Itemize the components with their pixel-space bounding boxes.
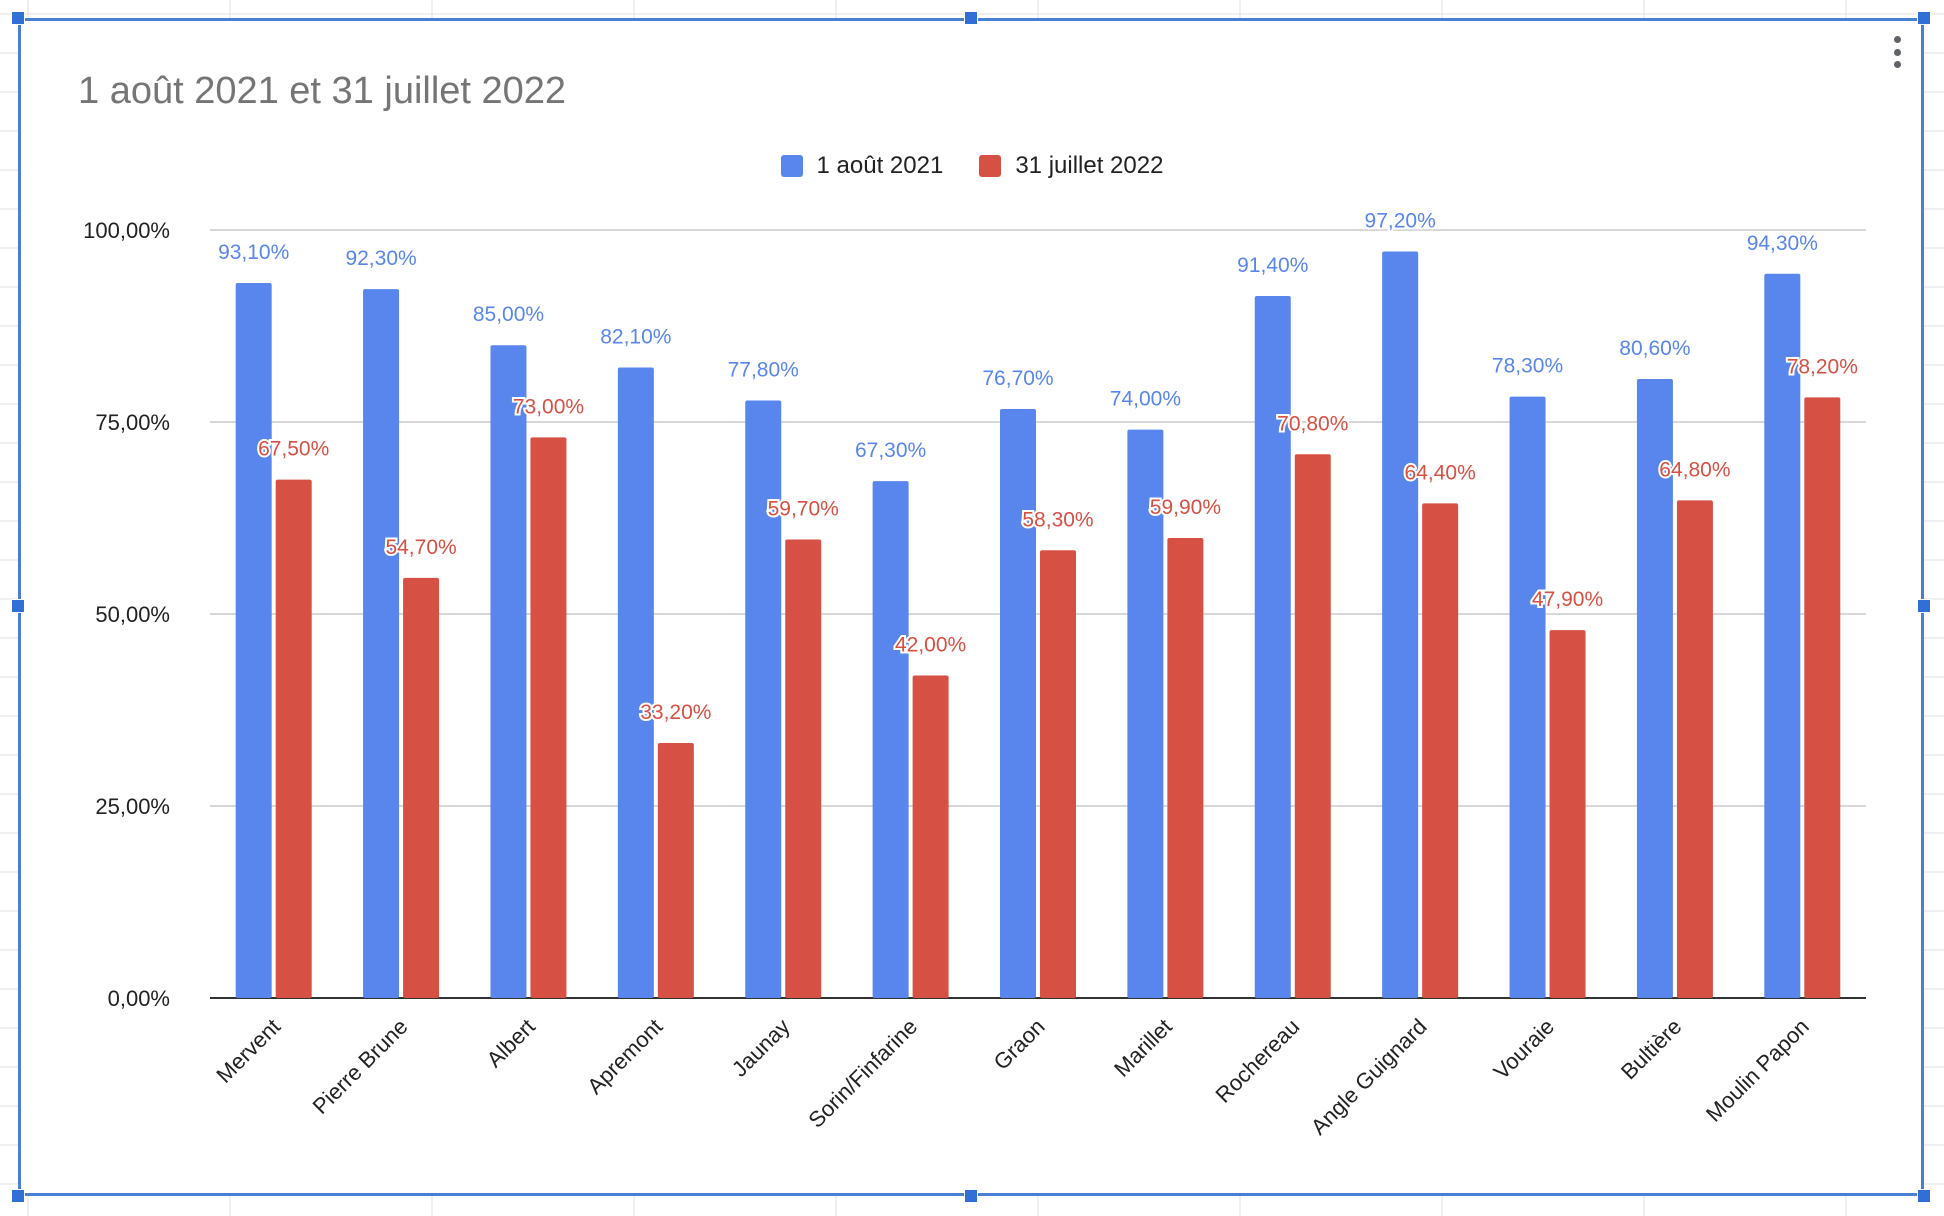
resize-handle-middle-right[interactable]: [1917, 599, 1931, 613]
bar-series-2[interactable]: [530, 437, 567, 998]
legend-item-series-2[interactable]: 31 juillet 2022: [979, 152, 1163, 180]
x-tick-label: Jaunay: [727, 1014, 795, 1082]
y-tick-label: 0,00%: [108, 986, 170, 1011]
data-label-series-2: 58,30%: [1022, 508, 1093, 531]
bar-series-2[interactable]: [1549, 630, 1586, 998]
y-tick-label: 100,00%: [83, 218, 170, 243]
menu-dot: [1893, 36, 1901, 43]
data-label-series-1: 74,00%: [1110, 388, 1181, 411]
data-label-series-1: 92,30%: [345, 247, 416, 270]
resize-handle-top-left[interactable]: [11, 11, 25, 25]
x-tick-label: Mervent: [211, 1014, 285, 1088]
bar-series-1[interactable]: [1509, 396, 1546, 998]
legend-item-series-1[interactable]: 1 août 2021: [780, 152, 944, 180]
bar-series-2[interactable]: [912, 675, 949, 998]
data-label-series-2: 33,20%: [640, 701, 711, 724]
menu-dot: [1893, 48, 1901, 56]
x-tick-label: Vouraie: [1489, 1014, 1559, 1084]
x-tick-label: Moulin Papon: [1701, 1014, 1814, 1127]
data-label-series-2: 59,70%: [768, 498, 839, 521]
data-label-series-2: 73,00%: [513, 395, 584, 418]
data-label-series-2: 64,80%: [1659, 458, 1730, 481]
y-tick-label: 50,00%: [95, 602, 170, 627]
x-tick-label: Graon: [989, 1014, 1050, 1075]
bar-series-2[interactable]: [1167, 537, 1204, 998]
data-label-series-2: 64,40%: [1405, 461, 1476, 484]
more-vert-icon[interactable]: [1882, 32, 1912, 72]
bar-series-1[interactable]: [235, 282, 272, 998]
bar-series-1[interactable]: [1127, 429, 1164, 998]
resize-handle-top-right[interactable]: [1917, 11, 1931, 25]
legend-label-series-2: 31 juillet 2022: [1015, 152, 1164, 179]
data-label-series-1: 80,60%: [1619, 337, 1690, 360]
data-label-series-2: 42,00%: [895, 633, 966, 656]
data-label-series-2: 59,90%: [1150, 496, 1221, 519]
bar-series-2[interactable]: [1040, 550, 1076, 998]
x-tick-label: Marillet: [1109, 1014, 1177, 1082]
y-tick-label: 75,00%: [95, 410, 170, 435]
x-tick-label: Angle Guignard: [1306, 1014, 1432, 1140]
bar-series-2[interactable]: [785, 539, 822, 998]
x-tick-label: Albert: [482, 1014, 540, 1072]
bar-series-1[interactable]: [1000, 408, 1036, 999]
resize-handle-bottom-left[interactable]: [11, 1189, 25, 1203]
data-label-series-1: 82,10%: [600, 325, 671, 348]
x-tick-label: Rochereau: [1211, 1014, 1305, 1108]
resize-handle-top-center[interactable]: [964, 11, 978, 25]
data-label-series-2: 54,70%: [385, 536, 456, 559]
data-label-series-1: 94,30%: [1747, 232, 1818, 255]
legend-swatch-series-1: [780, 155, 803, 177]
bar-series-2[interactable]: [275, 479, 312, 999]
data-label-series-1: 91,40%: [1237, 254, 1308, 277]
bar-series-1[interactable]: [872, 481, 909, 998]
bar-series-1[interactable]: [745, 400, 782, 999]
data-label-series-1: 78,30%: [1492, 355, 1563, 378]
x-tick-label: Pierre Brune: [308, 1014, 413, 1119]
data-label-series-1: 67,30%: [855, 439, 926, 462]
data-label-series-2: 47,90%: [1532, 588, 1603, 611]
legend-swatch-series-2: [979, 155, 1002, 177]
bar-series-2[interactable]: [657, 743, 694, 998]
legend-label-series-1: 1 août 2021: [816, 152, 944, 179]
resize-handle-bottom-center[interactable]: [964, 1189, 978, 1203]
data-label-series-1: 85,00%: [473, 303, 544, 326]
bar-series-2[interactable]: [403, 577, 440, 998]
bar-series-2[interactable]: [1422, 503, 1459, 998]
x-tick-label: Bultière: [1616, 1014, 1686, 1084]
resize-handle-middle-left[interactable]: [11, 599, 25, 613]
bar-series-2[interactable]: [1676, 500, 1713, 998]
data-label-series-1: 77,80%: [728, 358, 799, 381]
bar-series-1[interactable]: [1254, 296, 1291, 999]
bar-series-1[interactable]: [1636, 378, 1673, 998]
data-label-series-1: 76,70%: [982, 367, 1053, 390]
x-tick-label: Apremont: [582, 1014, 667, 1099]
chart-title: 1 août 2021 et 31 juillet 2022: [78, 70, 567, 112]
bar-series-1[interactable]: [617, 367, 654, 998]
data-label-series-1: 93,10%: [218, 241, 289, 264]
data-label-series-2: 78,20%: [1787, 355, 1858, 378]
bar-series-2[interactable]: [1804, 397, 1841, 998]
bar-series-1[interactable]: [363, 289, 400, 998]
menu-dot: [1893, 61, 1901, 68]
chart-legend: 1 août 2021 31 juillet 2022: [0, 152, 1944, 180]
bar-series-1[interactable]: [490, 345, 527, 998]
bar-series-1[interactable]: [1764, 273, 1801, 998]
resize-handle-bottom-right[interactable]: [1917, 1189, 1931, 1203]
y-tick-label: 25,00%: [95, 794, 170, 819]
bar-series-2[interactable]: [1294, 454, 1331, 999]
bar-series-1[interactable]: [1382, 251, 1419, 998]
data-label-series-1: 97,20%: [1365, 210, 1436, 233]
data-label-series-2: 67,50%: [258, 438, 329, 461]
x-tick-label: Sorin/Finfarine: [803, 1014, 922, 1133]
data-label-series-2: 70,80%: [1277, 412, 1348, 435]
